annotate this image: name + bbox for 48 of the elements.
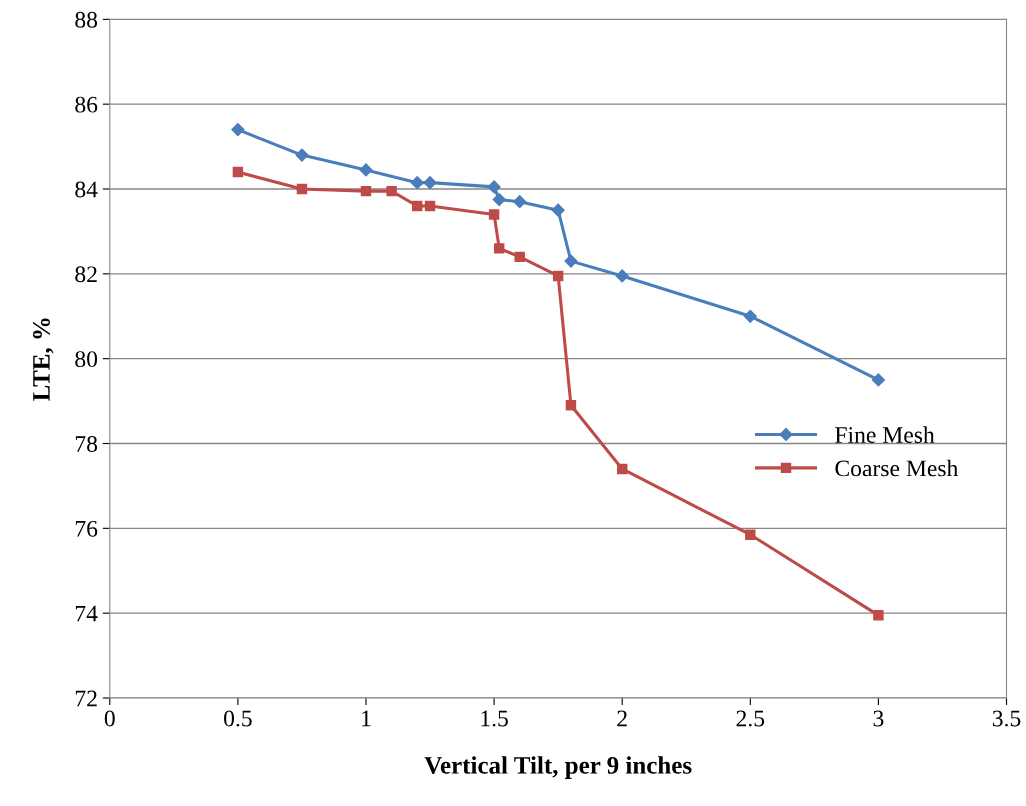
- x-tick-label: 0: [104, 710, 115, 727]
- point: [424, 200, 436, 212]
- x-tick-label: 1.5: [481, 710, 508, 727]
- y-tick-label: 78: [75, 435, 98, 452]
- x-tick-label: 3: [873, 710, 884, 727]
- point: [296, 183, 308, 195]
- point: [616, 463, 628, 475]
- legend-label: Fine Mesh: [835, 426, 935, 443]
- point: [871, 373, 885, 387]
- legend-label: Coarse Mesh: [835, 459, 959, 477]
- point: [487, 180, 501, 194]
- y-tick-label: 76: [75, 520, 98, 537]
- x-tick-label: 2.5: [736, 710, 765, 727]
- point: [513, 195, 527, 209]
- y-axis-title: LTE, %: [32, 318, 54, 401]
- point: [295, 148, 309, 162]
- point: [386, 185, 397, 197]
- point: [873, 610, 884, 621]
- x-axis-title: Vertical Tilt, per 9 inches: [424, 756, 692, 779]
- y-tick-label: 74: [75, 605, 98, 622]
- point: [488, 209, 500, 220]
- x-tick-label: 3.5: [992, 710, 1021, 727]
- point: [552, 270, 564, 282]
- x-tick-label: 0.5: [224, 710, 252, 727]
- x-tick-label: 1: [362, 710, 371, 727]
- y-tick-label: 86: [75, 96, 98, 113]
- point: [360, 185, 372, 197]
- point: [359, 163, 373, 177]
- y-tick-label: 80: [75, 351, 98, 368]
- point: [565, 400, 577, 411]
- point: [514, 251, 525, 263]
- point: [494, 243, 505, 254]
- point: [232, 166, 244, 178]
- point: [745, 529, 756, 540]
- x-tick-label: 2: [617, 710, 627, 727]
- y-tick-label: 72: [75, 690, 97, 707]
- point: [564, 254, 578, 268]
- point: [423, 176, 437, 190]
- y-tick-label: 88: [75, 11, 98, 28]
- point: [410, 176, 424, 190]
- point: [551, 203, 565, 217]
- point: [615, 269, 629, 283]
- point: [231, 123, 245, 137]
- point: [492, 193, 506, 207]
- y-tick-label: 84: [75, 181, 98, 198]
- point: [743, 309, 757, 323]
- point: [412, 200, 423, 212]
- y-tick-label: 82: [75, 266, 97, 283]
